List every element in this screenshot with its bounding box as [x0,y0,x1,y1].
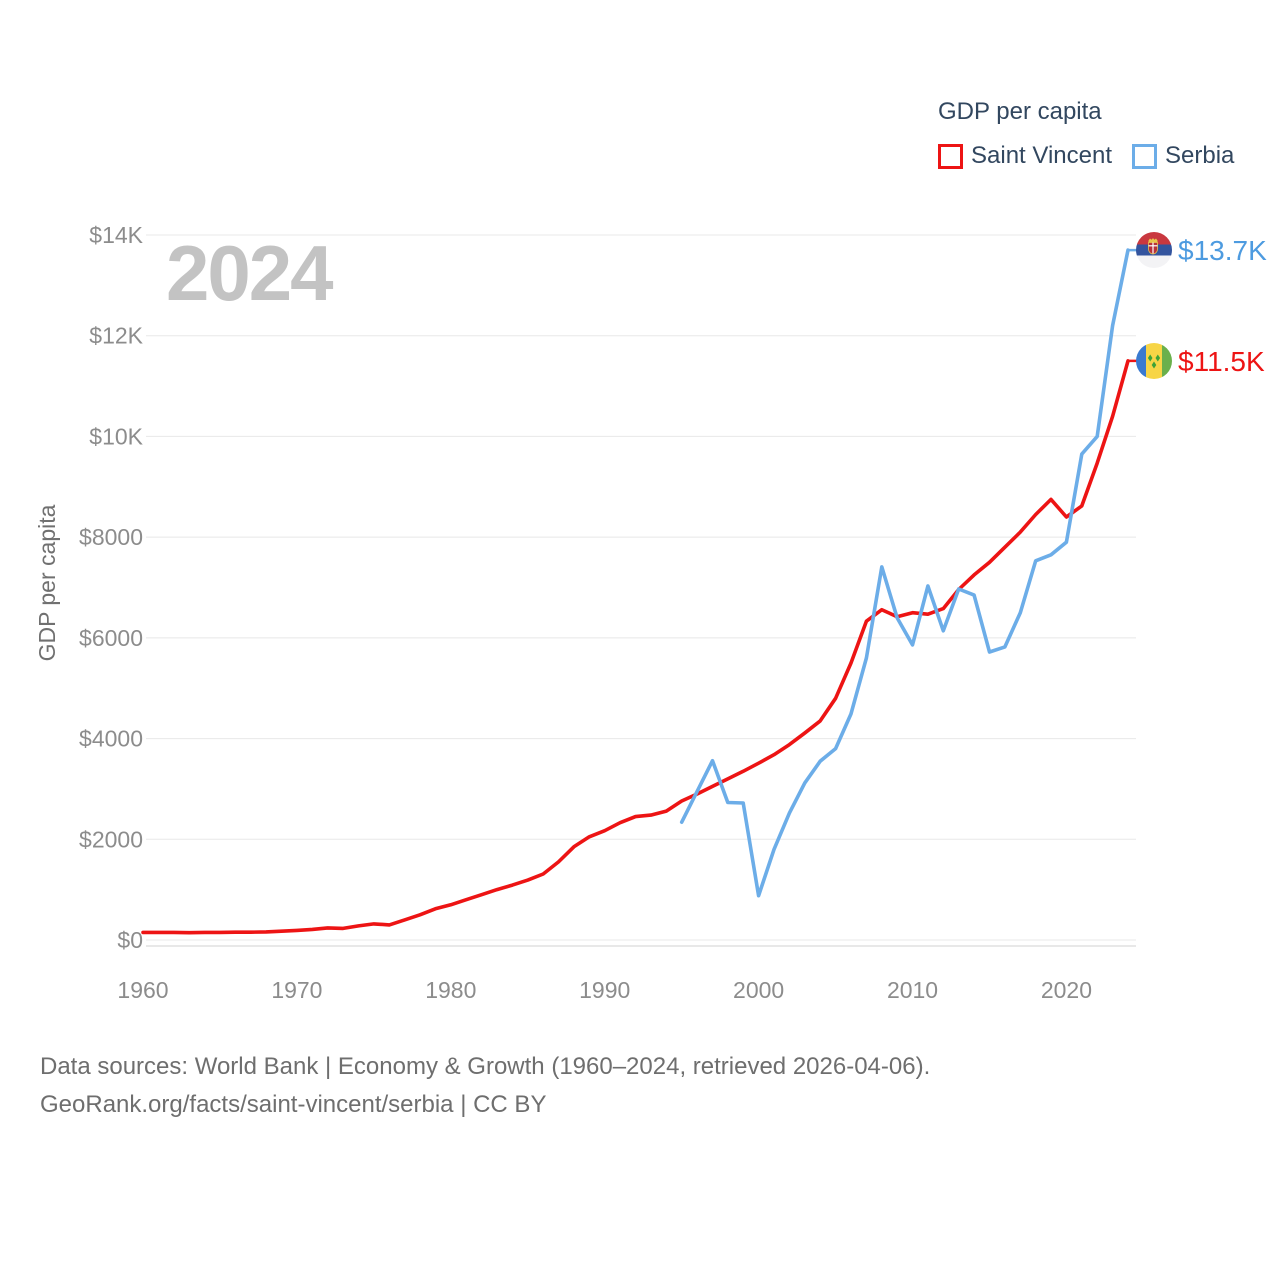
legend-row: Saint Vincent Serbia [938,142,1234,170]
series-line-saint-vincent [141,359,1130,935]
y-tick-label: $2000 [79,826,143,852]
x-tick-label: 1980 [425,977,476,1003]
serbia-crest [1148,238,1158,255]
y-tick-label: $0 [117,927,143,953]
legend-swatch-serbia [1132,143,1157,169]
y-tick-label: $12K [89,323,143,349]
year-watermark: 2024 [166,229,334,317]
y-tick-label: $6000 [79,625,143,651]
x-tick-label: 1970 [271,977,322,1003]
attribution-text: GeoRank.org/facts/saint-vincent/serbia |… [40,1091,547,1118]
data-sources-text: Data sources: World Bank | Economy & Gro… [40,1053,931,1080]
x-tick-label: 2010 [887,977,938,1003]
legend-item-serbia[interactable]: Serbia [1132,142,1234,170]
saint-vincent-flag-icon [1136,343,1172,379]
chart-footer: Data sources: World Bank | Economy & Gro… [40,1048,930,1124]
series-line-serbia [679,248,1130,898]
y-tick-label: $4000 [79,726,143,752]
legend-item-label: Saint Vincent [971,142,1112,169]
y-axis-title: GDP per capita [34,504,60,662]
y-tick-label: $10K [89,423,143,449]
saint-vincent-diamonds [1147,354,1161,369]
legend-item-label: Serbia [1165,142,1235,169]
legend-title: GDP per capita [938,98,1102,125]
y-tick-label: $8000 [79,524,143,550]
serbia-value-label: $13.7K [1178,235,1267,266]
saint-vincent-value-label: $11.5K [1178,346,1265,377]
x-tick-label: 1960 [117,977,168,1003]
serbia-flag-icon [1136,232,1172,268]
y-tick-label: $14K [89,222,143,248]
legend-item-saint-vincent[interactable]: Saint Vincent [938,142,1112,170]
chart-legend: GDP per capita Saint Vincent Serbia [938,98,1234,170]
x-tick-label: 2020 [1041,977,1092,1003]
legend-swatch-saint-vincent [938,143,963,169]
x-tick-label: 1990 [579,977,630,1003]
x-tick-label: 2000 [733,977,784,1003]
